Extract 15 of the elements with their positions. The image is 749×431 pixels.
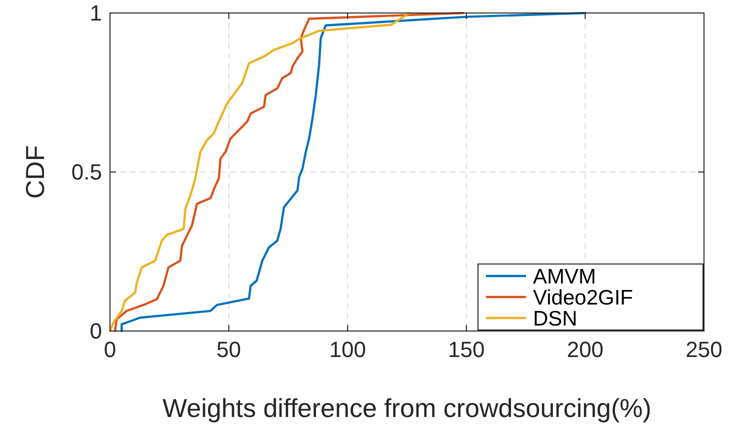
legend-label: Video2GIF [533, 286, 634, 310]
x-tick-label: 200 [566, 337, 604, 362]
x-tick-label: 100 [329, 337, 366, 362]
legend-label: AMVM [533, 265, 596, 288]
x-tick-label: 150 [448, 337, 485, 362]
x-tick-label: 250 [686, 337, 722, 362]
x-tick-label: 50 [216, 337, 242, 362]
legend-label: DSN [533, 307, 578, 330]
y-tick-label: 0.5 [71, 160, 102, 185]
line-series [108, 12, 410, 332]
y-axis-title: CDF [20, 145, 50, 199]
y-tick-label: 1 [90, 0, 102, 26]
y-tick-label: 0 [90, 318, 102, 344]
x-axis-title: Weights difference from crowdsourcing(%) [162, 393, 652, 423]
line-series [114, 12, 464, 332]
